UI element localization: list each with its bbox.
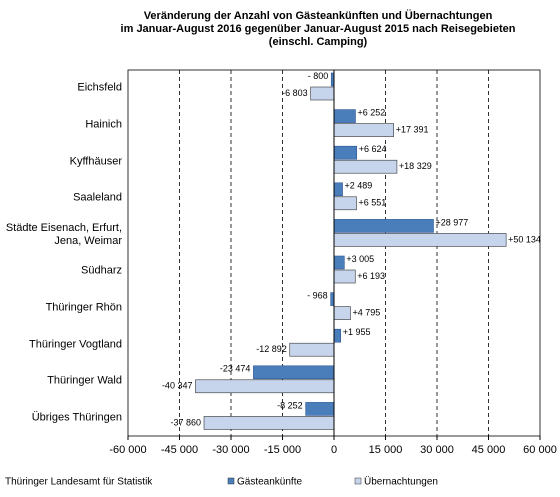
value-label: - 800 (308, 71, 329, 81)
bar (333, 109, 356, 123)
category-label: Thüringer Rhön (45, 301, 122, 314)
value-label: -23 474 (220, 364, 251, 374)
bar (333, 196, 357, 211)
value-label: +1 955 (343, 327, 371, 337)
bar (253, 365, 335, 380)
source: Thüringer Landesamt für Statistik (5, 477, 153, 488)
legend-label: Übernachtungen (364, 476, 438, 488)
legend-swatch (227, 477, 235, 485)
x-tick-label: 15 000 (369, 444, 403, 456)
category-label: Eichsfeld (77, 81, 122, 94)
chart-title: (einschl. Camping) (269, 36, 368, 48)
value-label: +6 624 (359, 144, 387, 154)
legend-label: Gästeankünfte (237, 477, 302, 488)
value-label: - 968 (307, 290, 328, 300)
bar (333, 145, 358, 160)
bar (333, 159, 398, 174)
category-label: Hainich (85, 118, 122, 131)
value-label: +17 391 (396, 124, 429, 134)
x-tick-label: -15 000 (264, 444, 301, 456)
value-label: -37 860 (170, 417, 201, 427)
value-label: +4 795 (352, 307, 380, 317)
bar (203, 416, 335, 430)
bar (333, 219, 434, 233)
bar (333, 123, 395, 137)
category-label: Südharz (81, 264, 122, 277)
bar (333, 182, 343, 197)
value-label: +6 193 (357, 271, 385, 281)
value-label: -40 347 (162, 381, 193, 391)
value-label: +50 134 (508, 234, 541, 244)
value-label: +28 977 (435, 217, 468, 227)
value-label: +6 551 (358, 198, 386, 208)
x-tick-label: 45 000 (472, 444, 506, 456)
bar (310, 86, 335, 101)
bar (195, 379, 335, 394)
bar (333, 269, 356, 284)
value-label: -8 252 (277, 400, 303, 410)
x-tick-label: -45 000 (161, 444, 198, 456)
x-tick-label: -30 000 (212, 444, 249, 456)
bar (333, 328, 342, 343)
chart-title: Veränderung der Anzahl von Gästeankünfte… (144, 9, 493, 22)
x-tick-label: 60 000 (523, 444, 557, 456)
bar (289, 342, 335, 357)
legend-swatch (354, 477, 362, 485)
value-label: +2 489 (345, 181, 373, 191)
value-label: +3 005 (346, 254, 374, 264)
category-label: Thüringer Wald (47, 374, 122, 387)
chart-title: im Januar-August 2016 gegenüber Januar-A… (121, 23, 516, 35)
value-label: -6 803 (282, 88, 308, 98)
bar (333, 306, 351, 320)
x-tick-label: -60 000 (109, 444, 146, 456)
category-label: Kyffhäuser (69, 155, 122, 167)
x-tick-label: 30 000 (420, 444, 454, 456)
category-label: Städte Eisenach, Erfurt, Jena, Weimar (5, 221, 122, 247)
value-label: -12 892 (256, 344, 287, 354)
category-label: Übriges Thüringen (31, 411, 122, 424)
bar (305, 402, 335, 416)
bar (333, 255, 345, 270)
value-label: +18 329 (399, 161, 432, 171)
value-label: +6 252 (357, 107, 385, 117)
x-tick-label: 0 (331, 444, 337, 456)
category-label: Saaleland (73, 191, 122, 204)
category-label: Thüringer Vogtland (29, 338, 122, 350)
bar (333, 233, 507, 247)
